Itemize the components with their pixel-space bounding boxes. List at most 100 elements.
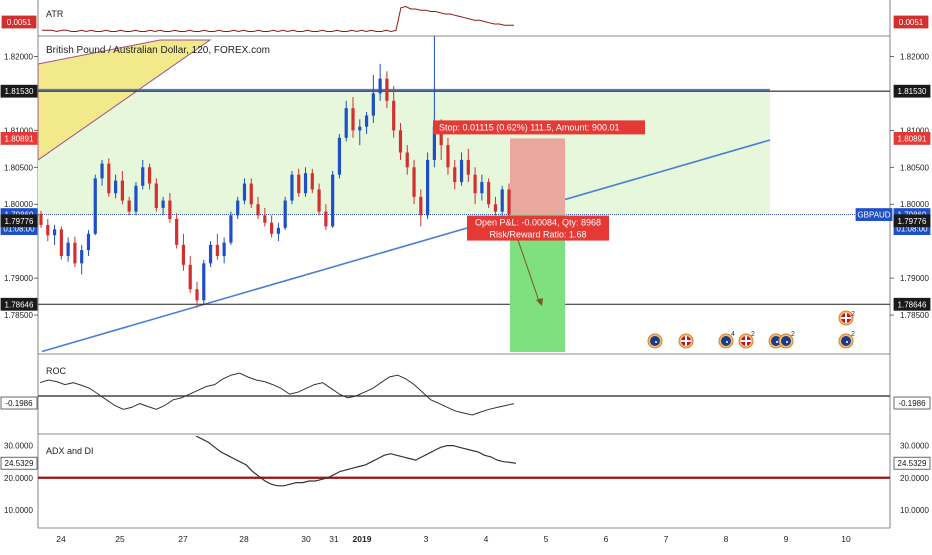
candle-body-13 [127,200,131,212]
candle-body-21 [181,244,186,265]
candle-body-22 [188,264,192,290]
adx-title: ADX and DI [46,446,94,456]
candle-body-43 [331,174,335,227]
candle-body-26 [215,244,219,256]
candle-body-29 [236,200,240,216]
x-tick-6: 6 [604,534,609,544]
candle-body-17 [154,183,158,208]
candle-body-44 [337,137,342,175]
x-tick-5: 5 [544,534,549,544]
price-plot [38,36,890,352]
price-label-left-5-box [0,297,38,311]
adx-y-tick-right-1: 20.0000 [900,474,929,483]
candle-body-61 [453,167,457,183]
candle-body-54 [405,152,409,168]
event-flag-6[interactable] [838,333,854,349]
y-tick-left-4: 1.79000 [4,274,33,283]
flag-count-0: 4 [731,331,735,338]
candle-body-37 [290,174,294,201]
candle-body-11 [114,180,118,194]
atr-right-label-box [893,15,929,29]
adx-right-label-box [893,456,931,470]
roc-title: ROC [46,366,67,376]
candle-body-31 [249,183,253,205]
candle-body-3 [59,229,63,256]
adx-y-tick-left-2: 10.0000 [4,506,33,515]
roc-left-label-box [0,396,38,410]
candle-body-33 [263,215,267,223]
flag-icon-6 [841,336,851,346]
event-flag-7[interactable] [838,310,854,326]
yellow-wedge [38,39,212,161]
pl-annotation-line2: Risk/Reward Ratio: 1.68 [489,230,586,240]
price-label-left-3: 01:08:00 [3,225,35,234]
y-tick-right-4: 1.79000 [900,274,929,283]
y-tick-left-1: 1.81000 [4,126,33,135]
candle-body-49 [371,93,375,116]
y-tick-right-5: 1.78500 [900,311,929,320]
roc-left-label: -0.1986 [5,399,33,408]
candle-body-10 [107,163,111,194]
candle-body-68 [500,189,504,212]
candle-body-57 [426,159,430,216]
flag-count-2: 2 [791,331,795,338]
event-flag-5[interactable] [778,333,794,349]
price-label-right-3: 01:08:00 [896,225,928,234]
candle-body-69 [507,189,511,215]
price-label-left-1: 1.80891 [5,134,34,143]
adx-line [195,436,517,487]
adx-y-tick-right-2: 10.0000 [900,506,929,515]
roc-line [39,372,515,416]
event-flag-3[interactable] [738,333,754,349]
candle-body-4 [66,242,70,256]
flag-star-0 [655,341,657,343]
atr-left-label: 0.0051 [7,18,32,27]
price-label-right-5: 1.78646 [898,300,927,309]
stop-zone [510,138,565,215]
price-label-left-4: 1.79776 [5,217,34,226]
event-flag-2[interactable] [718,333,734,349]
y-tick-right-1: 1.81000 [900,126,929,135]
adx-left-label: 24.5329 [5,459,34,468]
event-flag-1[interactable] [678,333,694,349]
candle-body-38 [297,174,301,194]
x-tick-4: 4 [484,534,489,544]
candle-body-48 [364,115,369,127]
event-flag-0[interactable] [647,333,663,349]
candle-body-6 [80,250,84,264]
flag-icon-5 [781,336,791,346]
flag-cross-v-1 [685,336,687,346]
pl-annotation-box [467,215,609,241]
candle-body-23 [195,289,199,301]
roc-right-label-box [893,396,931,410]
candle-body-35 [276,227,280,234]
price-label-left-5: 1.78646 [5,300,34,309]
candle-body-65 [480,182,484,194]
flag-count-3: 2 [851,331,855,338]
flag-cross-v-7 [845,313,847,323]
candle-body-19 [168,200,172,220]
x-tick-7: 7 [664,534,669,544]
x-tick-9: 9 [784,534,789,544]
candle-body-32 [256,204,260,216]
symbol-tag-box [855,208,893,221]
price-label-right-4-box [893,214,931,228]
x-tick-27: 27 [178,534,188,544]
candle-body-24 [202,263,206,301]
candle-body-56 [419,196,423,216]
candle-body-47 [358,126,362,131]
x-tick-30: 30 [301,534,311,544]
flag-count-1: 2 [751,331,755,338]
candle-body-58 [432,126,436,160]
flag-icon-2 [721,336,731,346]
x-tick-24: 24 [56,534,66,544]
candle-body-67 [493,204,498,212]
atr-right-label: 0.0051 [899,18,924,27]
candle-body-59 [439,126,443,146]
atr-line [42,5,514,33]
candle-body-64 [473,174,477,194]
candle-body-45 [344,108,348,138]
candle-body-52 [392,100,396,131]
candle-body-55 [412,167,416,197]
